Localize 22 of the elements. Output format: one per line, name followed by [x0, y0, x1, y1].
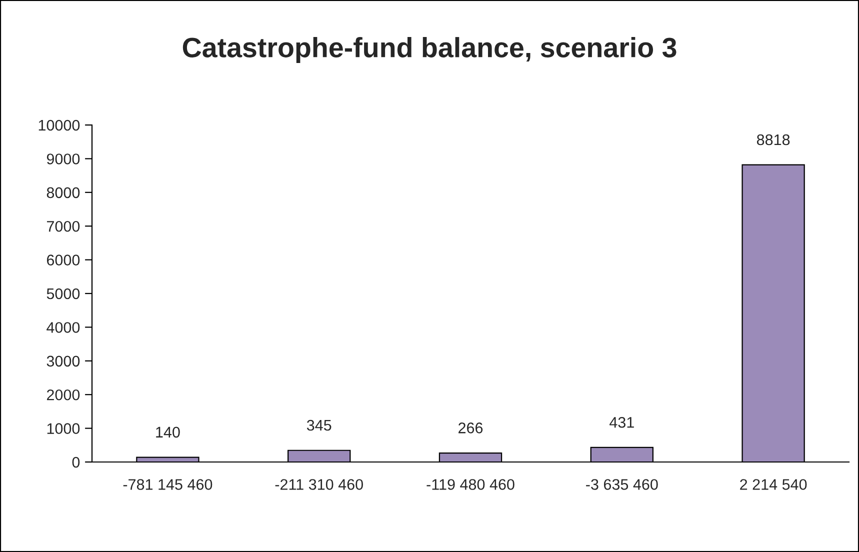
data-label: 8818	[756, 134, 790, 146]
x-tick-label: -781 145 460	[123, 479, 212, 490]
data-label: 431	[610, 416, 634, 428]
y-tick-label: 8000	[46, 187, 80, 198]
y-tick-label: 5000	[46, 288, 80, 300]
y-tick-label: 4000	[46, 322, 80, 333]
y-tick-label: 7000	[46, 220, 80, 232]
y-tick-label: 0	[72, 456, 80, 468]
x-tick-label: -3 635 460	[586, 479, 658, 490]
y-tick-label: 9000	[46, 154, 80, 164]
y-tick-label: 3000	[46, 356, 80, 367]
chart-title: Catastrophe-fund balance, scenario 3	[182, 37, 676, 63]
y-tick-label: 10000	[38, 120, 80, 131]
data-label: 266	[458, 422, 483, 434]
x-tick-label: 2 214 540	[740, 479, 807, 490]
y-tick-label: 1000	[47, 423, 80, 434]
y-tick-label: 2000	[46, 389, 80, 400]
data-label: 345	[306, 420, 332, 431]
data-label: 140	[156, 426, 180, 438]
x-tick-label: -119 480 460	[426, 479, 514, 490]
x-tick-label: -211 310 460	[275, 479, 363, 490]
y-tick-label: 6000	[46, 254, 80, 266]
